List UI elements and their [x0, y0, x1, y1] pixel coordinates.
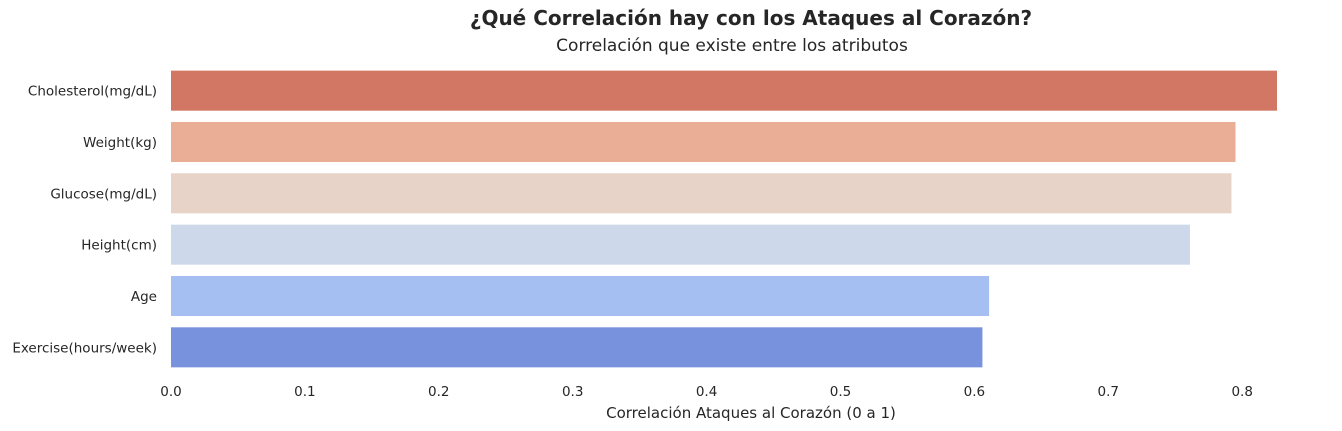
category-label-4: Age [131, 289, 157, 305]
chart-title: ¿Qué Correlación hay con los Ataques al … [470, 6, 1032, 30]
x-tick-label-7: 0.7 [1098, 384, 1119, 400]
bars-group [171, 70, 1277, 368]
x-tick-label-5: 0.5 [830, 384, 851, 400]
category-label-3: Height(cm) [81, 238, 157, 254]
x-tick-labels: 0.0 0.1 0.2 0.3 0.4 0.5 0.6 0.7 0.8 [160, 384, 1253, 400]
x-tick-label-8: 0.8 [1231, 384, 1252, 400]
x-tick-label-3: 0.3 [562, 384, 583, 400]
x-axis-label: Correlación Ataques al Corazón (0 a 1) [606, 404, 896, 422]
category-label-2: Glucose(mg/dL) [50, 186, 157, 202]
category-label-5: Exercise(hours/week) [12, 340, 157, 356]
category-labels: Cholesterol(mg/dL) Weight(kg) Glucose(mg/d… [12, 84, 157, 357]
chart-subtitle: Correlación que existe entre los atribut… [556, 36, 908, 56]
category-label-0: Cholesterol(mg/dL) [28, 84, 157, 100]
x-tick-label-2: 0.2 [428, 384, 449, 400]
x-tick-label-4: 0.4 [696, 384, 717, 400]
bar-1 [171, 121, 1236, 163]
bar-2 [171, 173, 1232, 214]
x-tick-label-1: 0.1 [294, 384, 315, 400]
bar-0 [171, 70, 1277, 111]
x-tick-label-6: 0.6 [964, 384, 985, 400]
category-label-1: Weight(kg) [83, 135, 157, 151]
bar-5 [171, 327, 983, 368]
x-tick-label-0: 0.0 [160, 384, 181, 400]
bar-4 [171, 275, 990, 317]
bar-3 [171, 224, 1190, 265]
